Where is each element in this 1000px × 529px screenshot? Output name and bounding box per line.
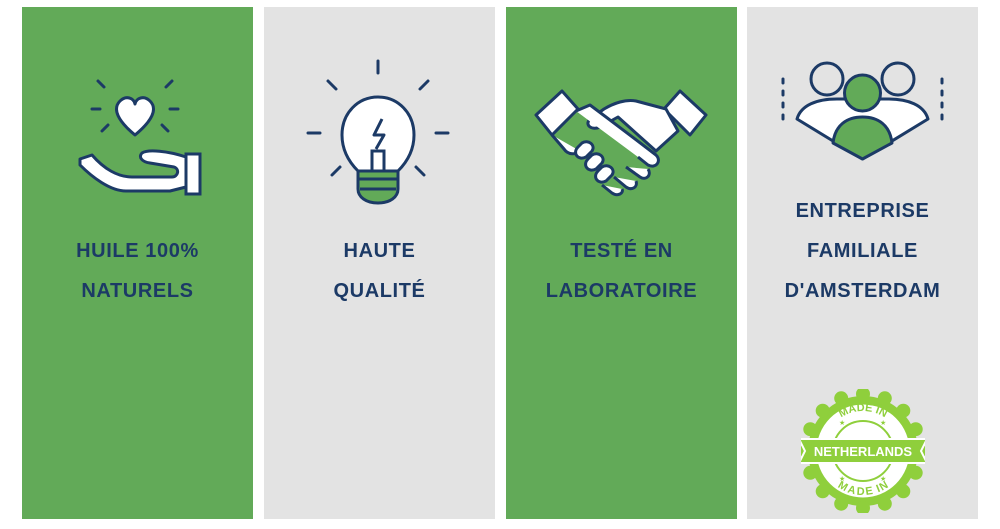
feature-panel-lab-tested: TESTÉ EN LABORATOIRE bbox=[506, 7, 737, 519]
feature-label: HUILE 100% NATURELS bbox=[22, 231, 253, 311]
feature-label-line: ENTREPRISE bbox=[795, 200, 930, 222]
svg-text:★: ★ bbox=[880, 419, 886, 427]
feature-label-line: FAMILIALE bbox=[807, 240, 918, 262]
feature-label-line: NATURELS bbox=[81, 280, 194, 302]
feature-panel-natural: HUILE 100% NATURELS bbox=[22, 7, 253, 519]
feature-label-line: QUALITÉ bbox=[333, 280, 426, 302]
family-group-icon bbox=[747, 33, 978, 183]
svg-text:MADE IN: MADE IN bbox=[836, 479, 891, 498]
feature-label: ENTREPRISE FAMILIALE D'AMSTERDAM bbox=[747, 191, 978, 311]
feature-panel-family-business: ENTREPRISE FAMILIALE D'AMSTERDAM bbox=[747, 7, 978, 519]
made-in-netherlands-stamp-icon: MADE IN MADE IN NETHERLANDS ★ ★ ★ ★ bbox=[797, 387, 929, 518]
feature-label-line: HAUTE bbox=[343, 240, 416, 262]
badge-bottom-text: MADE IN bbox=[836, 479, 891, 498]
svg-text:★: ★ bbox=[880, 475, 886, 483]
handshake-icon bbox=[506, 59, 737, 209]
lightbulb-icon bbox=[264, 59, 495, 209]
feature-panel-quality: HAUTE QUALITÉ bbox=[264, 7, 495, 519]
feature-label-line: D'AMSTERDAM bbox=[784, 280, 941, 302]
feature-label-line: LABORATOIRE bbox=[545, 280, 698, 302]
feature-label-line: HUILE 100% bbox=[76, 240, 199, 262]
feature-label: HAUTE QUALITÉ bbox=[264, 231, 495, 311]
svg-text:★: ★ bbox=[839, 419, 845, 427]
svg-text:★: ★ bbox=[839, 475, 845, 483]
badge-top-text: MADE IN bbox=[837, 402, 889, 420]
svg-text:MADE IN: MADE IN bbox=[837, 402, 889, 420]
badge-center-text: NETHERLANDS bbox=[814, 444, 913, 459]
feature-label: TESTÉ EN LABORATOIRE bbox=[506, 231, 737, 311]
heart-hand-icon bbox=[22, 59, 253, 209]
feature-label-line: TESTÉ EN bbox=[570, 240, 673, 262]
